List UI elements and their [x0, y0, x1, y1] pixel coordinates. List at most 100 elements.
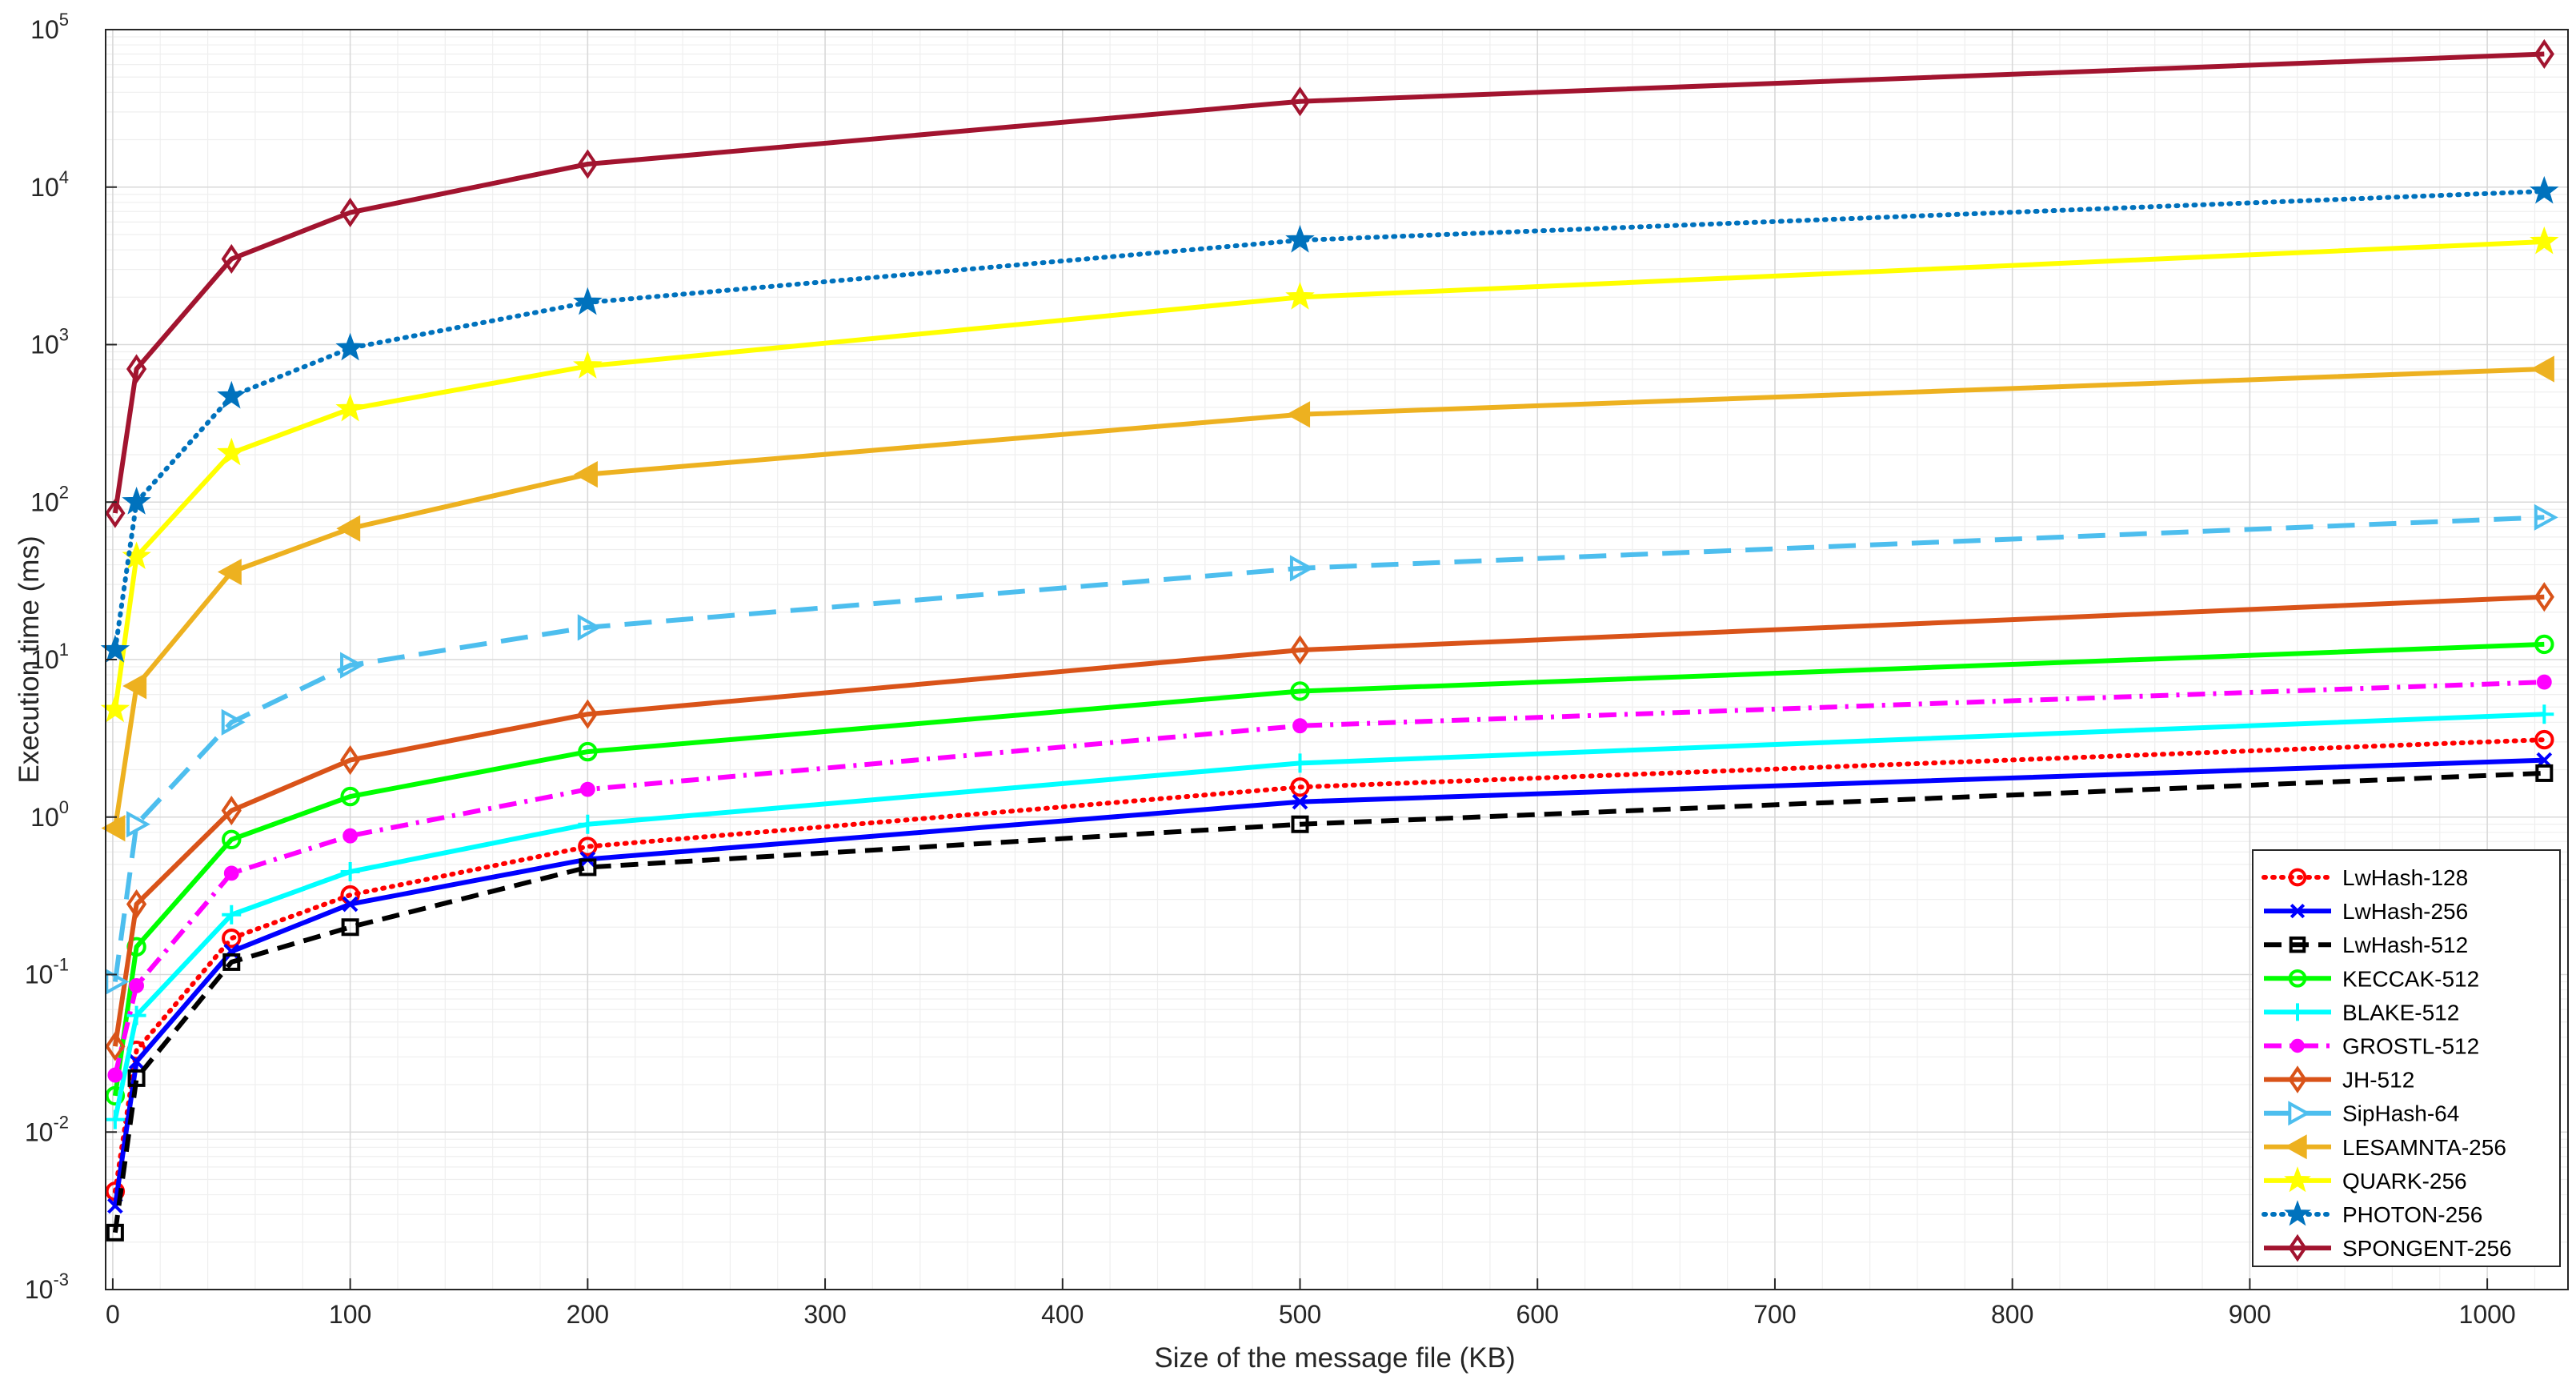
data-point: [2530, 226, 2559, 255]
data-point: [105, 498, 126, 528]
legend-label: BLAKE-512: [2342, 1000, 2459, 1025]
data-point: [126, 889, 147, 920]
data-point: [336, 515, 361, 542]
series-blake-512: [105, 704, 2554, 1129]
data-point: [122, 672, 147, 700]
data-point: [222, 953, 241, 971]
data-point: [2284, 1200, 2311, 1226]
series-grostl-512: [107, 674, 2552, 1083]
legend-item: BLAKE-512: [2264, 1000, 2459, 1025]
data-point: [128, 1053, 145, 1070]
data-point: [573, 351, 603, 379]
data-point: [127, 1069, 146, 1087]
data-point: [223, 865, 239, 881]
series-lesamnta-256: [101, 355, 2554, 842]
data-point: [2290, 1038, 2305, 1053]
data-point: [2534, 729, 2554, 750]
series-line: [112, 770, 2545, 1234]
legend-label: GROSTL-512: [2342, 1034, 2479, 1059]
x-tick-label: 700: [1753, 1300, 1796, 1329]
data-point: [2290, 903, 2306, 919]
legend-item: SipHash-64: [2264, 1101, 2459, 1126]
data-point: [217, 437, 246, 466]
data-point: [340, 197, 361, 228]
data-point: [578, 836, 598, 856]
legend-item: LwHash-128: [2262, 865, 2468, 890]
data-point: [1285, 282, 1315, 310]
data-point: [126, 811, 150, 838]
data-point: [106, 1223, 124, 1242]
data-point: [1290, 753, 1310, 773]
data-point: [122, 487, 151, 515]
legend-item: SPONGENT-256: [2264, 1234, 2512, 1262]
data-point: [343, 828, 359, 844]
legend-label: KECCAK-512: [2342, 966, 2479, 991]
data-point: [335, 393, 365, 422]
data-point: [222, 928, 242, 949]
legend-item: JH-512: [2264, 1065, 2414, 1093]
data-point: [578, 741, 598, 762]
data-point: [2534, 704, 2554, 724]
data-point: [221, 796, 242, 826]
data-point: [2534, 38, 2554, 70]
data-point: [221, 243, 242, 275]
data-point: [1289, 635, 1311, 665]
series-line: [112, 51, 2545, 514]
series-siphash-64: [105, 503, 2558, 996]
series-line: [112, 737, 2547, 1194]
data-point: [2536, 674, 2552, 690]
data-point: [340, 652, 364, 679]
legend-label: SPONGENT-256: [2342, 1236, 2512, 1261]
legend-item: KECCAK-512: [2264, 966, 2479, 991]
series-lwhash-512: [106, 764, 2554, 1242]
legend-label: LESAMNTA-256: [2342, 1135, 2506, 1160]
y-tick-label: 10-3: [25, 1270, 69, 1304]
data-point: [577, 149, 598, 179]
data-point: [105, 1085, 126, 1106]
series-quark-256: [100, 226, 2559, 723]
data-point: [335, 332, 365, 361]
x-tick-label: 500: [1279, 1300, 1321, 1329]
data-point: [2288, 1101, 2311, 1126]
data-point: [221, 708, 246, 736]
legend-label: QUARK-256: [2342, 1169, 2467, 1193]
data-point: [2535, 764, 2554, 782]
data-point: [1289, 86, 1311, 117]
y-tick-label: 104: [30, 167, 69, 202]
data-point: [1292, 718, 1308, 734]
data-point: [574, 461, 598, 488]
data-point: [2530, 175, 2559, 204]
data-point: [342, 896, 359, 913]
data-point: [105, 968, 130, 996]
data-point: [1290, 681, 1310, 701]
data-point: [573, 287, 603, 315]
data-point: [2288, 1234, 2307, 1262]
legend-item: GROSTL-512: [2264, 1034, 2479, 1059]
y-axis-label: Execution time (ms): [14, 536, 45, 783]
data-point: [1286, 401, 1311, 428]
data-point: [126, 354, 147, 384]
legend-label: JH-512: [2342, 1068, 2414, 1093]
data-point: [2530, 355, 2554, 383]
y-tick-label: 101: [30, 640, 69, 674]
legend-item: LESAMNTA-256: [2264, 1134, 2506, 1160]
data-point: [2284, 1134, 2307, 1160]
series-layer: [100, 38, 2559, 1242]
grid: [106, 29, 2568, 1290]
data-point: [107, 1067, 123, 1083]
data-point: [2534, 503, 2558, 531]
legend-label: SipHash-64: [2342, 1101, 2459, 1126]
x-tick-label: 100: [329, 1300, 371, 1329]
data-point: [126, 1005, 146, 1025]
data-point: [1292, 793, 1308, 810]
data-point: [341, 918, 359, 937]
x-tick-label: 600: [1516, 1300, 1559, 1329]
data-point: [129, 977, 144, 993]
x-tick-label: 900: [2229, 1300, 2271, 1329]
data-point: [1285, 224, 1315, 253]
legend-box: [2252, 849, 2561, 1267]
series-line: [112, 641, 2545, 1097]
legend-item: LwHash-256: [2264, 899, 2468, 924]
data-point: [2288, 868, 2307, 887]
ticks: 0 100 200 300 400 500 600 700 800 900 1000 10-3 10-2…: [25, 10, 2516, 1329]
